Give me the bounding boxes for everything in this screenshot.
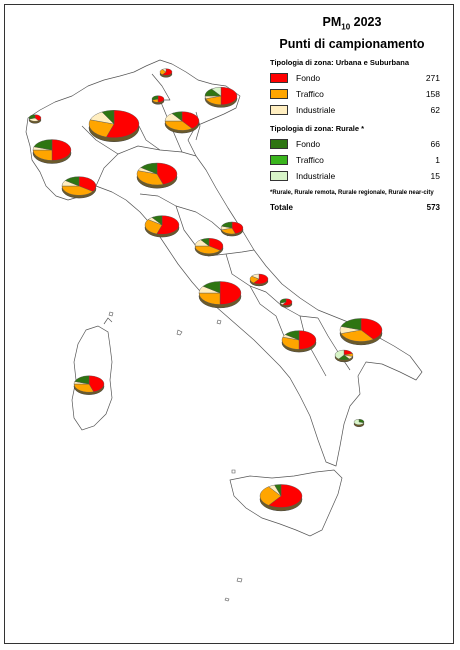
legend-rural-title: Tipologia di zona: Rurale * — [270, 124, 365, 133]
station-pie — [144, 215, 180, 238]
station-pie — [28, 114, 42, 124]
station-pie — [279, 298, 293, 308]
sicily-outline — [229, 469, 343, 537]
legend-item-rural-fondo: Fondo 66 — [270, 138, 446, 154]
station-pie — [159, 68, 173, 78]
legend-note: *Rurale, Rurale remota, Rurale regionale… — [270, 190, 434, 196]
legend-item-urban-industriale: Industriale 62 — [270, 104, 446, 120]
region-boundaries — [25, 59, 423, 467]
station-pie — [281, 330, 317, 353]
station-pie — [334, 349, 354, 363]
station-pie — [61, 176, 97, 199]
legend-item-rural-traffico: Traffico 1 — [270, 154, 446, 170]
mainland-outline — [25, 59, 423, 467]
station-pie — [194, 238, 224, 257]
swatch-rural-fondo — [270, 139, 288, 149]
small-islands — [108, 311, 243, 602]
legend-item-rural-industriale: Industriale 15 — [270, 170, 446, 186]
swatch-urban-fondo — [270, 73, 288, 83]
station-pie — [73, 375, 105, 395]
swatch-rural-traffico — [270, 155, 288, 165]
legend-total: Totale 573 — [270, 203, 440, 212]
swatch-urban-industriale — [270, 105, 288, 115]
swatch-urban-traffico — [270, 89, 288, 99]
station-pie — [151, 95, 165, 105]
station-pie — [32, 139, 72, 164]
legend: Tipologia di zona: Urbana e Suburbana Fo… — [270, 58, 446, 216]
station-pie — [88, 110, 140, 142]
station-pie — [204, 86, 238, 108]
station-pie — [353, 419, 365, 427]
station-pie — [164, 111, 200, 134]
station-pie — [198, 281, 242, 309]
station-pie — [136, 162, 178, 189]
swatch-rural-industriale — [270, 171, 288, 181]
station-pie — [249, 273, 269, 287]
station-pie — [339, 318, 383, 346]
station-pie — [259, 484, 303, 512]
legend-urban-title: Tipologia di zona: Urbana e Suburbana — [270, 58, 410, 67]
map-title: PM10 2023 Punti di campionamento — [279, 15, 425, 51]
legend-item-urban-fondo: Fondo 271 — [270, 72, 446, 88]
legend-item-urban-traffico: Traffico 158 — [270, 88, 446, 104]
station-pie — [220, 221, 244, 237]
sardinia-outline — [71, 325, 113, 431]
